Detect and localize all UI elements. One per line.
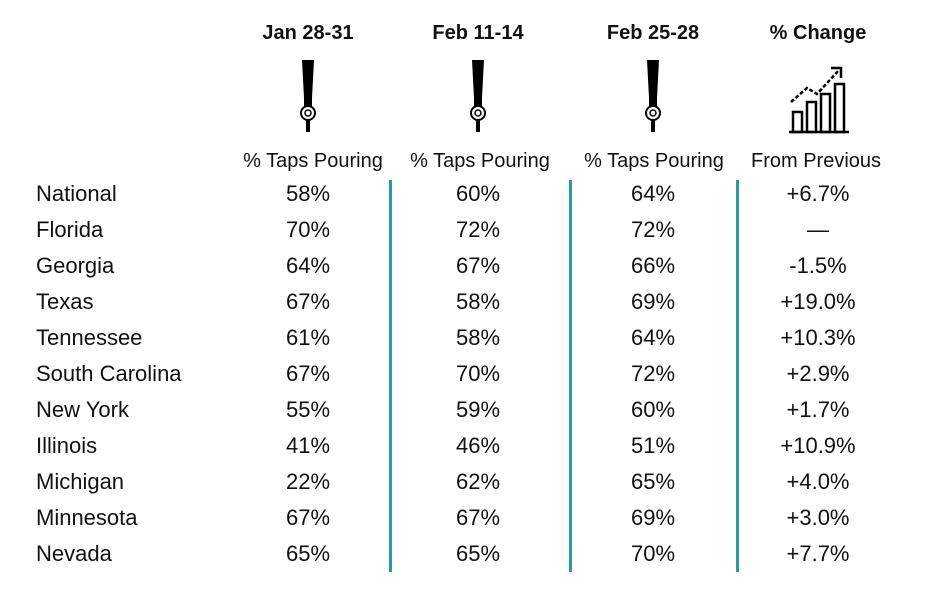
column-subheader: % Taps Pouring xyxy=(410,150,550,172)
table-cell: -1.5% xyxy=(789,253,847,278)
column-subheader: From Previous xyxy=(750,150,882,172)
beer-tap-icon xyxy=(568,58,738,139)
column-subheader: % Taps Pouring xyxy=(243,150,383,172)
table-cell: 64% xyxy=(630,325,676,350)
table-cell: +10.3% xyxy=(780,325,856,350)
row-label: Minnesota xyxy=(36,505,138,530)
table-cell: 58% xyxy=(455,289,501,314)
table-cell: +1.7% xyxy=(786,397,850,422)
table-cell: 67% xyxy=(285,361,331,386)
table-cell: +19.0% xyxy=(780,289,856,314)
column-header-change: % Change xyxy=(769,22,867,44)
column-header-feb-25-28: Feb 25-28 xyxy=(606,22,700,44)
table-cell: 69% xyxy=(630,505,676,530)
row-label: National xyxy=(36,181,117,206)
table-cell: +4.0% xyxy=(786,469,850,494)
table-cell: — xyxy=(807,217,829,242)
column-subheader: % Taps Pouring xyxy=(584,150,724,172)
table-cell: 64% xyxy=(285,253,331,278)
table-cell: 69% xyxy=(630,289,676,314)
table-cell: 70% xyxy=(455,361,501,386)
table-cell: 66% xyxy=(630,253,676,278)
table-cell: +10.9% xyxy=(780,433,856,458)
table-cell: 62% xyxy=(455,469,501,494)
table-cell: 70% xyxy=(285,217,331,242)
column-header-feb-11-14: Feb 11-14 xyxy=(432,22,524,44)
table-cell: 58% xyxy=(455,325,501,350)
table-cell: 65% xyxy=(285,541,331,566)
row-label: Tennessee xyxy=(36,325,143,350)
row-label: Nevada xyxy=(36,541,112,566)
table-cell: +6.7% xyxy=(786,181,850,206)
row-label: Michigan xyxy=(36,469,125,494)
table-cell: 61% xyxy=(285,325,331,350)
table-cell: +2.9% xyxy=(786,361,850,386)
column-divider xyxy=(569,180,572,572)
table-cell: 72% xyxy=(455,217,501,242)
row-label: Illinois xyxy=(36,433,98,458)
column-divider xyxy=(736,180,739,572)
beer-tap-icon xyxy=(393,58,563,139)
table-cell: 65% xyxy=(455,541,501,566)
table-cell: 60% xyxy=(630,397,676,422)
beer-tap-icon xyxy=(223,58,393,139)
table-cell: 22% xyxy=(285,469,331,494)
table-cell: 41% xyxy=(285,433,331,458)
table-cell: 60% xyxy=(455,181,501,206)
table-cell: 72% xyxy=(630,361,676,386)
table-cell: 59% xyxy=(455,397,501,422)
column-divider xyxy=(389,180,392,572)
table-cell: +7.7% xyxy=(786,541,850,566)
table-cell: 64% xyxy=(630,181,676,206)
table-cell: +3.0% xyxy=(786,505,850,530)
table-cell: 67% xyxy=(455,253,501,278)
table-cell: 65% xyxy=(630,469,676,494)
table-cell: 67% xyxy=(285,289,331,314)
table-cell: 70% xyxy=(630,541,676,566)
row-label: South Carolina xyxy=(36,361,182,386)
table-cell: 58% xyxy=(285,181,331,206)
table-cell: 55% xyxy=(285,397,331,422)
row-label: New York xyxy=(36,397,129,422)
table-cell: 51% xyxy=(630,433,676,458)
column-header-jan-28-31: Jan 28-31 xyxy=(262,22,354,44)
table-cell: 67% xyxy=(285,505,331,530)
row-label: Georgia xyxy=(36,253,115,278)
table-cell: 67% xyxy=(455,505,501,530)
table-cell: 72% xyxy=(630,217,676,242)
row-label: Florida xyxy=(36,217,104,242)
row-label: Texas xyxy=(36,289,94,314)
rising-bar-chart-icon xyxy=(733,58,903,139)
table-cell: 46% xyxy=(455,433,501,458)
